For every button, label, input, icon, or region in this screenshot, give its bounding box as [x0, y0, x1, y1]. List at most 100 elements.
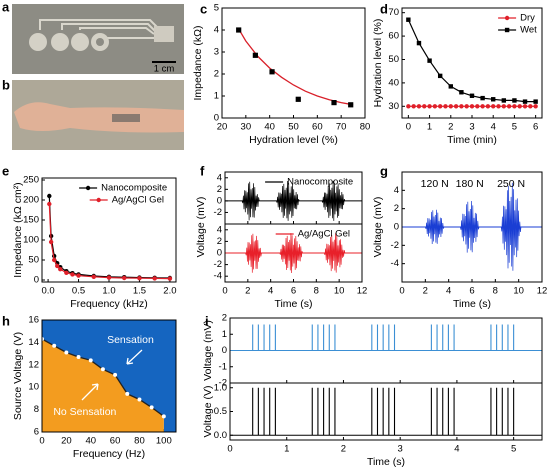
- y-tick-label: 1.0: [214, 382, 227, 393]
- x-tick-label: 100: [156, 436, 172, 447]
- x-tick-label: 5: [512, 122, 517, 133]
- x-tick-label: 20: [61, 436, 72, 447]
- x-axis-label: Hydration level (%): [249, 134, 338, 146]
- x-tick-label: 2: [245, 286, 250, 297]
- x-tick-label: 3: [398, 444, 403, 455]
- x-tick-label: 6: [469, 286, 474, 297]
- x-tick-label: 10: [513, 286, 524, 297]
- x-axis-label: Frequency (Hz): [73, 448, 145, 460]
- marker: [122, 275, 127, 281]
- device: [112, 114, 140, 122]
- x-tick-label: 60: [312, 122, 323, 133]
- y-tick-label: 2: [394, 203, 399, 214]
- y-tick-label: 14: [28, 337, 39, 348]
- x-tick-label: 20: [217, 122, 228, 133]
- y-tick-label: 2: [217, 236, 222, 247]
- marker: [269, 69, 275, 75]
- y-axis-label: Impedance (kΩ cm²): [12, 182, 24, 277]
- panel-label: i: [205, 313, 209, 328]
- marker: [406, 104, 411, 109]
- x-tick-label: 1: [427, 122, 432, 133]
- y-tick-label: 200: [23, 195, 39, 206]
- y-tick-label: 50: [388, 54, 399, 65]
- x-axis-label: Time (s): [453, 298, 491, 310]
- y-tick-label: 0.0: [214, 430, 227, 441]
- electrode-traces: [39, 19, 161, 39]
- y-tick-label: -1: [219, 361, 227, 372]
- marker: [149, 405, 154, 410]
- x-tick-label: 80: [360, 122, 371, 133]
- marker: [88, 358, 93, 363]
- y-tick-label: 16: [28, 315, 39, 326]
- marker: [427, 104, 432, 109]
- x-tick-label: 50: [288, 122, 299, 133]
- y-tick-label: 150: [23, 215, 39, 226]
- marker: [437, 73, 443, 79]
- marker: [91, 274, 96, 279]
- marker: [453, 104, 459, 109]
- y-tick-label: 6: [34, 427, 39, 438]
- x-tick-label: 80: [134, 436, 145, 447]
- legend-label: Ag/AgCl Gel: [112, 195, 164, 206]
- x-tick-label: 40: [264, 122, 275, 133]
- y-axis-label: Source Voltage (V): [12, 332, 24, 420]
- y-axis-label: Voltage (mV): [372, 197, 384, 258]
- panel-label: c: [200, 1, 207, 16]
- y-tick-label: -2: [219, 378, 227, 389]
- x-axis-label: Frequency (kHz): [70, 298, 148, 310]
- x-tick-label: 1.0: [102, 286, 115, 297]
- x-tick-label: 0: [399, 286, 404, 297]
- y-axis-label: Voltage (mV): [195, 197, 207, 258]
- legend-marker: [85, 185, 91, 191]
- marker: [125, 391, 130, 396]
- marker: [448, 104, 453, 109]
- x-tick-label: 40: [85, 436, 96, 447]
- marker: [459, 90, 464, 95]
- x-tick-label: 60: [110, 436, 121, 447]
- y-tick-label: 1: [222, 329, 227, 340]
- x-tick-label: 4: [454, 444, 459, 455]
- y-tick-label: 2: [217, 184, 222, 195]
- panel-label: d: [380, 1, 388, 16]
- y-tick-label: 4: [394, 185, 399, 196]
- x-tick-label: 0: [227, 444, 232, 455]
- arm: [14, 102, 184, 133]
- marker: [427, 58, 432, 63]
- marker: [448, 84, 453, 89]
- y-tick-label: -4: [391, 258, 399, 269]
- marker: [416, 104, 422, 109]
- y-tick-label: 4: [217, 172, 222, 183]
- photo-a: 1 cm a: [2, 0, 184, 75]
- marker: [469, 93, 475, 98]
- marker: [517, 104, 522, 109]
- plot-frame: [401, 7, 543, 119]
- x-tick-label: 4: [491, 122, 496, 133]
- marker: [522, 99, 528, 104]
- marker: [47, 193, 52, 199]
- marker: [52, 343, 57, 348]
- burst-label: 250 N: [497, 178, 525, 190]
- marker: [422, 104, 427, 109]
- y-tick-label: 60: [388, 31, 399, 42]
- marker: [533, 104, 538, 109]
- x-tick-label: 70: [336, 122, 347, 133]
- burst-label: 120 N: [421, 178, 449, 190]
- x-tick-label: 1.5: [133, 286, 146, 297]
- x-tick-label: 3: [469, 122, 474, 133]
- burst: [279, 233, 303, 274]
- marker: [485, 104, 491, 109]
- marker: [252, 52, 258, 58]
- x-tick-label: 10: [334, 286, 345, 297]
- x-tick-label: 2: [423, 286, 428, 297]
- x-tick-label: 2.0: [163, 286, 176, 297]
- marker: [437, 104, 443, 109]
- marker: [48, 239, 54, 245]
- burst: [500, 182, 522, 271]
- region-label: Sensation: [107, 334, 154, 346]
- electrodes: [29, 26, 174, 51]
- legend-marker: [96, 197, 101, 203]
- x-tick-label: 0: [406, 122, 411, 133]
- marker: [501, 104, 507, 109]
- x-tick-label: 0: [222, 286, 227, 297]
- x-tick-label: 30: [241, 122, 252, 133]
